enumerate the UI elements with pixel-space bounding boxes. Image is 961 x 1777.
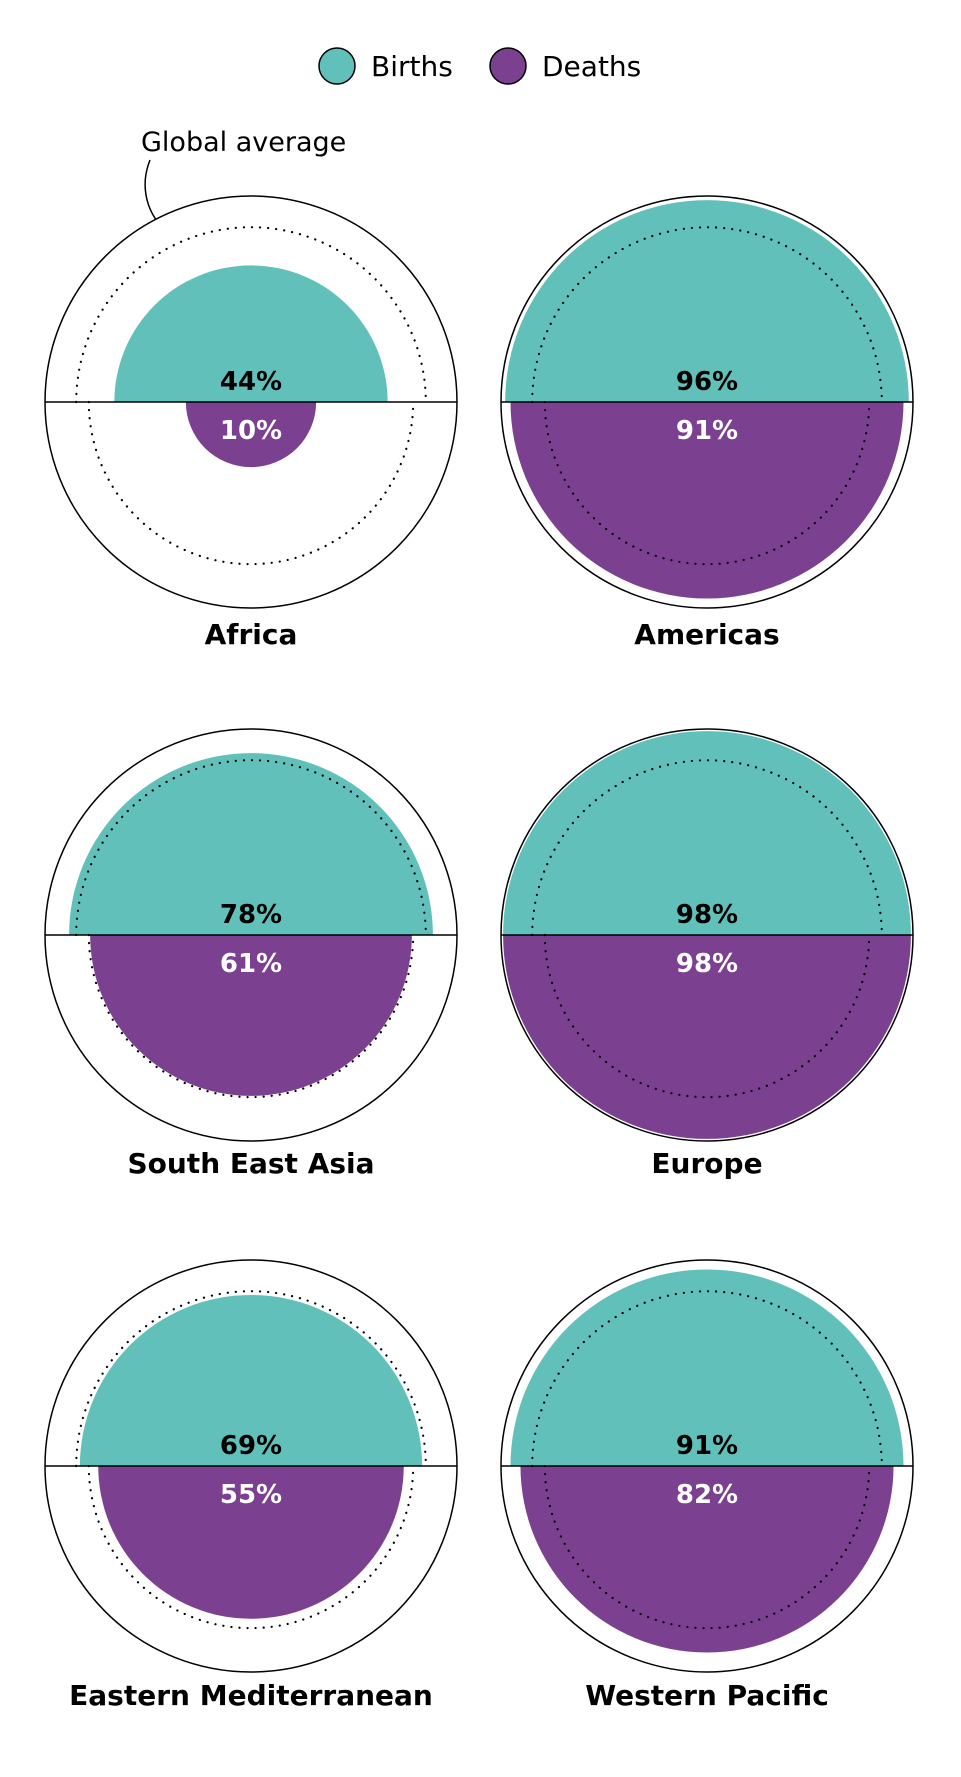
deaths-semicircle-europe [503,935,911,1139]
global-average-births-western-pacific [531,1290,883,1468]
deaths-semicircle-south-east-asia [90,935,412,1096]
deaths-semicircle-eastern-mediterranean [98,1466,404,1619]
deaths-value-europe: 98% [676,949,738,979]
region-label-africa: Africa [205,618,298,651]
region-label-south-east-asia: South East Asia [127,1147,374,1180]
legend-label-deaths: Deaths [542,50,641,83]
deaths-value-africa: 10% [220,416,282,446]
legend-swatch-births [318,47,356,85]
region-label-americas: Americas [634,618,779,651]
deaths-semicircle-americas [510,402,904,599]
births-semicircle-africa [114,265,388,402]
region-label-eastern-mediterranean: Eastern Mediterranean [69,1679,433,1712]
deaths-value-western-pacific: 82% [676,1480,738,1510]
region-label-western-pacific: Western Pacific [585,1679,829,1712]
births-semicircle-eastern-mediterranean [79,1294,423,1466]
births-value-americas: 96% [676,367,738,397]
deaths-value-eastern-mediterranean: 55% [220,1480,282,1510]
global-average-births-americas [531,226,883,404]
legend-label-births: Births [371,50,453,83]
global-average-births-eastern-mediterranean [75,1290,427,1468]
births-semicircle-europe [503,731,911,935]
deaths-semicircle-africa [185,402,317,468]
global-average-births-europe [531,759,883,937]
births-value-south-east-asia: 78% [220,900,282,930]
global-average-annotation: Global average [141,127,346,158]
births-semicircle-western-pacific [510,1269,904,1466]
global-average-births-south-east-asia [75,759,427,937]
births-semicircle-americas [505,200,909,402]
births-semicircle-south-east-asia [69,753,433,935]
deaths-value-americas: 91% [676,416,738,446]
legend-swatch-deaths [489,47,527,85]
global-average-births-africa [75,226,427,404]
births-value-europe: 98% [676,900,738,930]
deaths-semicircle-western-pacific [520,1466,894,1653]
births-value-western-pacific: 91% [676,1431,738,1461]
region-label-europe: Europe [651,1147,762,1180]
births-value-eastern-mediterranean: 69% [220,1431,282,1461]
births-value-africa: 44% [220,367,282,397]
deaths-value-south-east-asia: 61% [220,949,282,979]
